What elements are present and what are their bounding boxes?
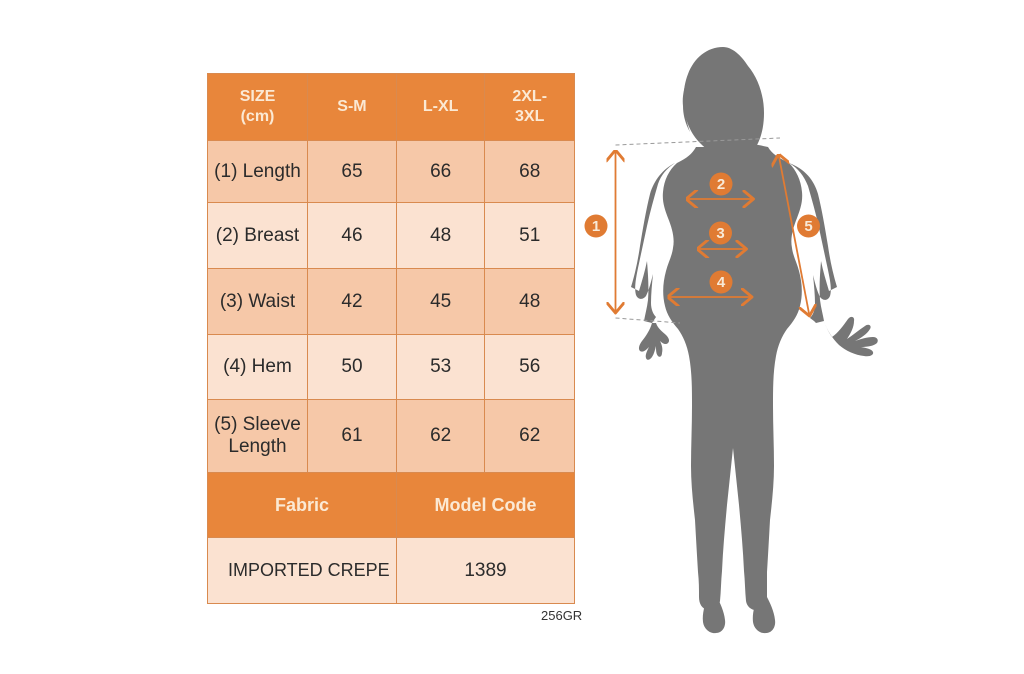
svg-text:3: 3 [716,225,724,242]
svg-text:4: 4 [717,274,726,291]
svg-text:5: 5 [804,218,812,235]
svg-text:2: 2 [717,176,725,193]
svg-text:1: 1 [592,218,600,235]
